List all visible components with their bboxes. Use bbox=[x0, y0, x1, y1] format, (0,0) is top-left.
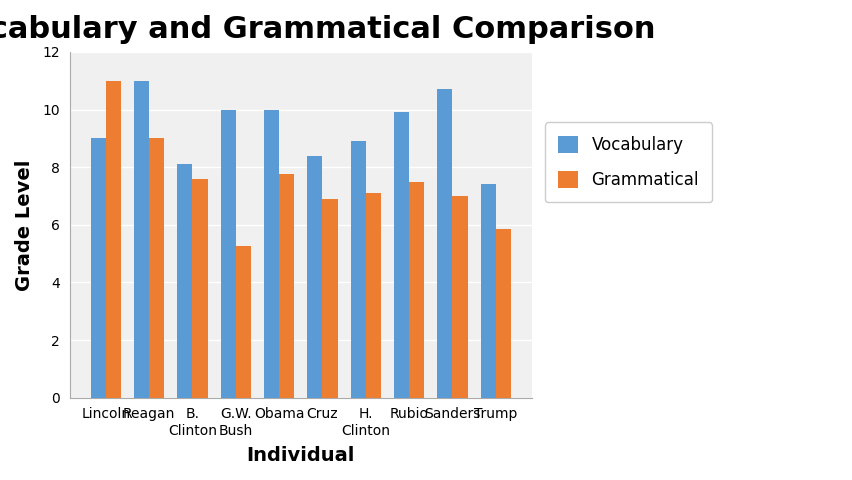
Bar bbox=[409, 181, 423, 398]
Bar bbox=[480, 184, 495, 398]
Bar bbox=[394, 112, 409, 398]
Title: Vocabulary and Grammatical Comparison: Vocabulary and Grammatical Comparison bbox=[0, 15, 654, 44]
Bar bbox=[106, 81, 121, 398]
Bar bbox=[177, 164, 193, 398]
Bar bbox=[221, 109, 235, 398]
Bar bbox=[322, 199, 337, 398]
Bar bbox=[350, 141, 366, 398]
Bar bbox=[452, 196, 467, 398]
Bar bbox=[193, 179, 207, 398]
Bar bbox=[279, 174, 294, 398]
Y-axis label: Grade Level: Grade Level bbox=[15, 159, 34, 290]
Bar bbox=[263, 109, 279, 398]
Bar bbox=[366, 193, 381, 398]
Bar bbox=[90, 138, 106, 398]
Bar bbox=[437, 89, 452, 398]
Bar bbox=[134, 81, 149, 398]
Bar bbox=[235, 246, 250, 398]
Legend: Vocabulary, Grammatical: Vocabulary, Grammatical bbox=[544, 122, 711, 202]
X-axis label: Individual: Individual bbox=[246, 446, 354, 465]
Bar bbox=[495, 229, 510, 398]
Bar bbox=[149, 138, 164, 398]
Bar bbox=[307, 156, 322, 398]
